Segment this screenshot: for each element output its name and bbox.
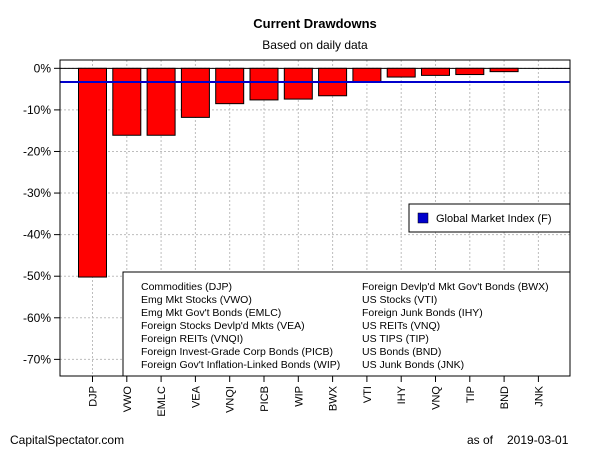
bar-vti	[352, 67, 382, 83]
ticker-key-item: Commodities (DJP)	[141, 281, 232, 293]
ticker-key-item: Foreign Junk Bonds (IHY)	[362, 307, 483, 319]
ticker-key-item: Foreign Stocks Devlp'd Mkts (VEA)	[141, 320, 305, 332]
chart-subtitle: Based on daily data	[262, 38, 368, 52]
x-tick-label: VNQI	[225, 386, 237, 413]
x-tick-label: VEA	[190, 385, 202, 408]
legend-swatch	[417, 212, 429, 224]
bar-picb	[249, 67, 279, 101]
ticker-key-item: US Bonds (BND)	[362, 346, 441, 358]
x-tick-label: JNK	[533, 385, 545, 406]
y-tick-label: -40%	[23, 228, 51, 242]
legend: Global Market Index (F)	[408, 203, 571, 233]
source-credit: CapitalSpectator.com	[10, 433, 124, 447]
bar-wip	[283, 67, 313, 100]
ticker-key-box	[122, 271, 571, 377]
ticker-key-item: Emg Mkt Stocks (VWO)	[141, 294, 252, 306]
x-tick-label: DJP	[88, 386, 100, 407]
bar-vnqi	[215, 67, 245, 105]
x-tick-label: BWX	[328, 385, 340, 411]
x-tick-label: VWO	[122, 386, 134, 413]
y-axis: 0% -10% -20% -30% -40% -50% -60% -70%	[23, 61, 60, 366]
ticker-key-item: Foreign Devlp'd Mkt Gov't Bonds (BWX)	[362, 281, 549, 293]
bar-ihy	[386, 67, 416, 78]
x-tick-label: BND	[499, 386, 511, 409]
x-tick-label: VTI	[362, 386, 374, 403]
x-tick-label: TIP	[465, 386, 477, 403]
ticker-key-item: US Junk Bonds (JNK)	[362, 359, 464, 371]
bar-emlc	[146, 67, 176, 136]
y-tick-label: -30%	[23, 186, 51, 200]
ticker-key-item: US TIPS (TIP)	[362, 333, 429, 345]
y-tick-label: -20%	[23, 144, 51, 158]
bar-vwo	[112, 67, 142, 136]
ticker-key-right-column: Foreign Devlp'd Mkt Gov't Bonds (BWX)US …	[362, 281, 549, 371]
bar-djp	[78, 67, 107, 278]
as-of-date: 2019-03-01	[507, 433, 569, 447]
bar-tip	[455, 67, 485, 76]
x-tick-label: EMLC	[156, 386, 168, 417]
chart-title: Current Drawdowns	[253, 16, 377, 31]
ticker-key-item: Foreign Invest-Grade Corp Bonds (PICB)	[141, 346, 333, 358]
y-tick-label: -70%	[23, 352, 51, 366]
x-tick-label: VNQ	[431, 386, 443, 410]
as-of-label: as of	[467, 433, 494, 447]
ticker-key: Commodities (DJP)Emg Mkt Stocks (VWO)Emg…	[122, 271, 571, 377]
x-tick-label: WIP	[293, 386, 305, 407]
x-tick-label: PICB	[259, 386, 271, 412]
ticker-key-item: US REITs (VNQ)	[362, 320, 440, 332]
legend-label: Global Market Index (F)	[436, 213, 552, 225]
ticker-key-left-column: Commodities (DJP)Emg Mkt Stocks (VWO)Emg…	[141, 281, 340, 371]
x-tick-label: IHY	[396, 385, 408, 404]
ticker-key-item: Emg Mkt Gov't Bonds (EMLC)	[141, 307, 281, 319]
bar-bnd	[489, 67, 519, 73]
ticker-key-item: Foreign Gov't Inflation-Linked Bonds (WI…	[141, 359, 340, 371]
legend-box	[408, 203, 571, 233]
y-tick-label: -10%	[23, 103, 51, 117]
x-axis: DJP VWO EMLC VEA VNQI PICB WIP BWX VTI IHY VNQ TIP B…	[88, 376, 545, 417]
ticker-key-item: Foreign REITs (VNQI)	[141, 333, 243, 345]
y-tick-label: -60%	[23, 311, 51, 325]
bar-vea	[180, 67, 210, 118]
bar-series	[78, 67, 519, 278]
bar-vnq	[421, 67, 450, 76]
ticker-key-item: US Stocks (VTI)	[362, 294, 437, 306]
y-tick-label: -50%	[23, 269, 51, 283]
y-tick-label: 0%	[34, 61, 52, 75]
